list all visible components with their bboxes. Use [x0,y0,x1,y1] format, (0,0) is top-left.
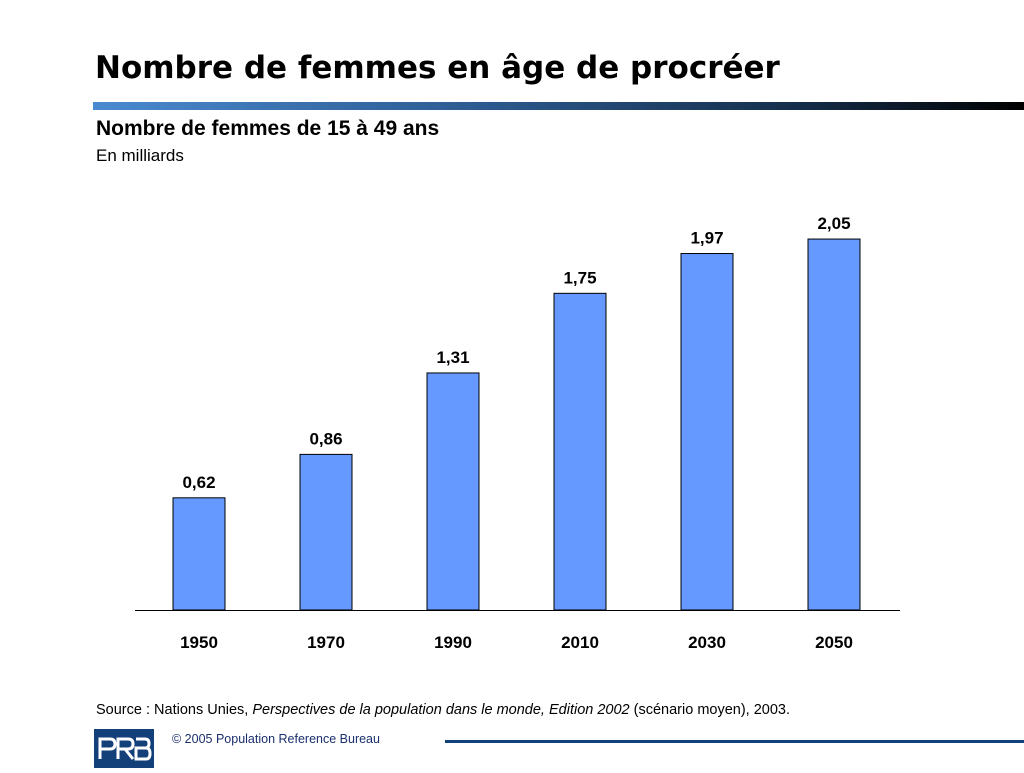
category-label-1990: 1990 [434,633,472,652]
chart-title: Nombre de femmes de 15 à 49 ans [96,117,440,140]
prb-logo [94,729,154,768]
category-label-2030: 2030 [688,633,726,652]
footer-divider [445,740,1024,743]
source-suffix: (scénario moyen), 2003. [629,702,791,718]
category-label-2010: 2010 [561,633,599,652]
bar-1970 [299,453,353,611]
category-label-1950: 1950 [180,633,218,652]
copyright-text: © 2005 Population Reference Bureau [172,732,380,746]
bar-1990 [426,372,480,611]
bar-2050 [807,238,861,611]
bar-2030 [680,253,734,611]
bar-chart: 0,62 1950 0,86 1970 1,31 1990 1,75 2010 1,97 2030… [135,214,900,652]
value-label-1970: 0,86 [309,429,342,448]
category-label-2050: 2050 [815,633,853,652]
prb-logo-mark [98,737,152,761]
chart-subtitle: En milliards [96,146,184,165]
value-label-1990: 1,31 [436,348,469,367]
source-note: Source : Nations Unies, Perspectives de … [96,702,790,718]
source-prefix: Source : Nations Unies, [96,702,253,718]
value-label-1950: 0,62 [182,473,215,492]
slide-title: Nombre de femmes en âge de procréer [95,50,780,86]
value-label-2030: 1,97 [690,229,723,248]
category-label-1970: 1970 [307,633,345,652]
value-label-2010: 1,75 [563,268,596,287]
bar-2010 [553,292,607,611]
value-label-2050: 2,05 [817,214,850,233]
source-publication: Perspectives de la population dans le mo… [252,702,630,718]
title-divider [93,102,1024,110]
bar-1950 [172,497,226,611]
